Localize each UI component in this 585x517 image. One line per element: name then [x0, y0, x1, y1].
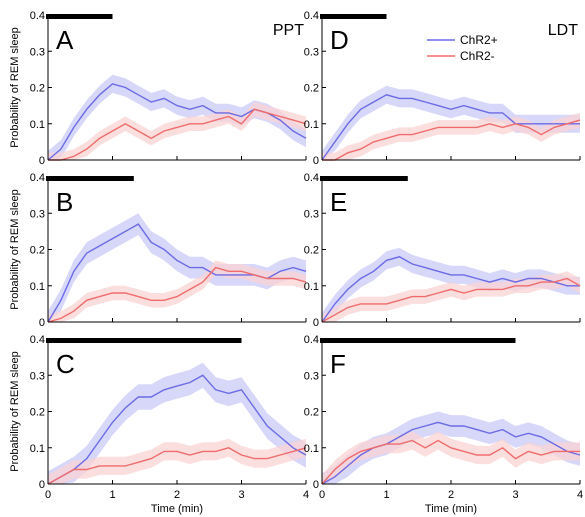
panel-d-y-tick-label: 0.4	[304, 10, 319, 22]
region-label-ppt: PPT	[273, 22, 304, 39]
panel-f-y-tick-label: 0.4	[304, 334, 319, 346]
panel-c-chr2-plus-band	[48, 362, 306, 484]
panel-c-x-tick-label: 0	[45, 489, 51, 501]
panel-c-y-tick-label: 0	[39, 479, 45, 491]
panel-e-y-tick-label: 0.2	[304, 245, 319, 257]
panel-letter-d: D	[330, 25, 349, 55]
panel-b-chr2-minus-line	[47, 266, 307, 323]
panel-a-chr2-plus-band	[48, 74, 306, 160]
panel-f-y-tick-label: 0	[313, 479, 319, 491]
panel-e-y-tick-label: 0	[313, 317, 319, 329]
panel-letter-a: A	[56, 25, 74, 55]
panel-c-stim-bar	[46, 338, 242, 343]
panel-d-y-tick-label: 0.2	[304, 83, 319, 95]
panel-b-chr2-plus-band	[48, 213, 306, 322]
y-axis-title: Probability of REM sleep	[9, 351, 21, 471]
panel-letter-f: F	[330, 349, 346, 379]
panel-f-x-tick-label: 1	[383, 489, 389, 501]
region-label-ldt: LDT	[548, 22, 578, 39]
panel-letter-e: E	[330, 187, 347, 217]
panel-c-chr2-minus-line	[47, 447, 307, 485]
panel-b-y-tick-label: 0.2	[30, 245, 45, 257]
panel-a-y-tick-label: 0.3	[30, 46, 45, 58]
panel-a-y-tick-label: 0.2	[30, 83, 45, 95]
panel-b-y-tick-label: 0	[39, 317, 45, 329]
legend-label-chr2-plus: ChR2+	[460, 33, 498, 47]
panel-d-chr2-minus-band	[322, 112, 580, 160]
panel-f-stim-bar	[320, 338, 516, 343]
panel-d-y-tick-label: 0.1	[304, 119, 319, 131]
legend-label-chr2-minus: ChR2-	[460, 49, 495, 63]
panel-b-stim-bar	[46, 176, 134, 181]
panel-c-y-tick-label: 0.1	[30, 443, 45, 455]
panel-a-y-tick-label: 0	[39, 155, 45, 167]
panel-f-y-tick-label: 0.2	[304, 407, 319, 419]
panel-a-y-tick-label: 0.4	[30, 10, 45, 22]
panel-a-chr2-minus-line	[48, 108, 307, 161]
panel-c-y-tick-label: 0.4	[30, 334, 45, 346]
panel-b-chr2-minus-band	[48, 260, 306, 322]
x-axis-title: Time (min)	[425, 503, 477, 515]
panel-d-chr2-plus-line	[321, 94, 580, 161]
panel-f-x-tick-label: 0	[319, 489, 325, 501]
panel-d-stim-bar	[320, 14, 387, 19]
panel-a-y-tick-label: 0.1	[30, 119, 45, 131]
panel-f-x-tick-label: 3	[512, 489, 518, 501]
panel-e-y-tick-label: 0.1	[304, 281, 319, 293]
panel-c-chr2-plus-line	[47, 374, 307, 485]
panel-c-x-tick-label: 2	[174, 489, 180, 501]
panel-b-y-tick-label: 0.1	[30, 281, 45, 293]
panel-e-chr2-plus-line	[321, 256, 580, 323]
panel-f-chr2-plus-line	[321, 421, 581, 485]
panel-letter-c: C	[56, 349, 75, 379]
y-axis-title: Probability of REM sleep	[9, 189, 21, 309]
panel-letter-b: B	[56, 187, 73, 217]
panel-f-y-tick-label: 0.1	[304, 443, 319, 455]
panel-e-chr2-plus-band	[322, 247, 580, 322]
panel-f-chr2-plus-band	[322, 411, 580, 484]
panel-e-y-tick-label: 0.4	[304, 172, 319, 184]
x-axis-title: Time (min)	[151, 503, 203, 515]
panel-d-y-tick-label: 0	[313, 155, 319, 167]
panel-a-stim-bar	[46, 14, 113, 19]
panel-f-chr2-minus-line	[321, 439, 580, 485]
panel-f-y-tick-label: 0.3	[304, 370, 319, 382]
panel-b-y-tick-label: 0.3	[30, 208, 45, 220]
panel-e-stim-bar	[320, 176, 408, 181]
panel-c-y-tick-label: 0.2	[30, 407, 45, 419]
panel-c-x-tick-label: 3	[238, 489, 244, 501]
panel-b-y-tick-label: 0.4	[30, 172, 45, 184]
panel-c-x-tick-label: 4	[303, 489, 309, 501]
panel-e-chr2-minus-line	[321, 277, 581, 323]
panel-c-x-tick-label: 1	[109, 489, 115, 501]
panel-c-y-tick-label: 0.3	[30, 370, 45, 382]
panel-d-chr2-minus-line	[322, 119, 581, 161]
panel-e-y-tick-label: 0.3	[304, 208, 319, 220]
panel-d-y-tick-label: 0.3	[304, 46, 319, 58]
panel-f-x-tick-label: 4	[577, 489, 583, 501]
panel-c-chr2-minus-band	[48, 438, 306, 484]
y-axis-title: Probability of REM sleep	[9, 27, 21, 147]
panel-e-chr2-minus-band	[322, 271, 580, 322]
panel-f-x-tick-label: 2	[448, 489, 454, 501]
